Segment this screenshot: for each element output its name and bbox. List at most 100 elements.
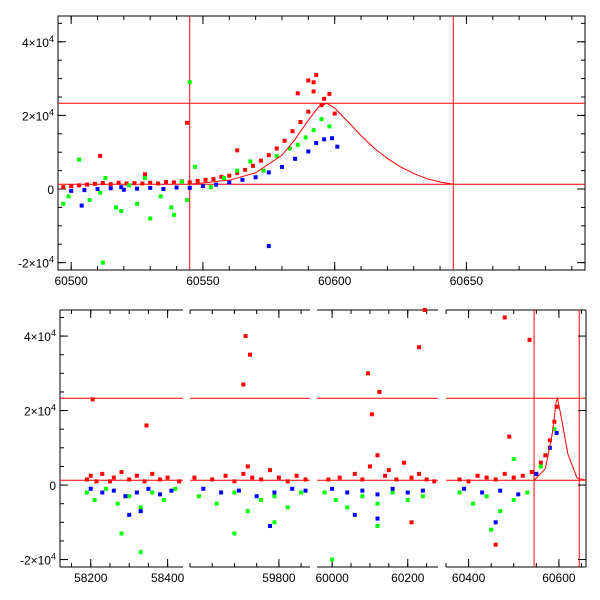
- data-point: [552, 419, 557, 424]
- y-tick-label: -2×104: [18, 255, 54, 271]
- data-point: [214, 182, 219, 187]
- data-point: [326, 477, 331, 482]
- data-point: [142, 479, 147, 484]
- data-point: [274, 153, 279, 158]
- data-point: [525, 490, 530, 495]
- data-point: [127, 512, 132, 517]
- data-point: [200, 184, 205, 189]
- data-point: [119, 531, 124, 536]
- data-point: [113, 205, 118, 210]
- data-point: [174, 185, 179, 190]
- data-point: [520, 473, 525, 478]
- data-point: [157, 492, 162, 497]
- data-point: [276, 475, 281, 480]
- data-point: [90, 397, 95, 402]
- y-tick-exponent: 4: [49, 255, 54, 265]
- model-curve: [533, 396, 587, 481]
- data-point: [208, 185, 213, 190]
- data-point: [375, 524, 380, 529]
- data-point: [148, 216, 153, 221]
- data-point: [169, 205, 174, 210]
- data-point: [484, 475, 489, 480]
- data-point: [266, 170, 271, 175]
- x-tick-label: 58400: [151, 571, 185, 585]
- data-point: [282, 138, 287, 143]
- data-point: [272, 520, 277, 525]
- data-point: [471, 501, 476, 506]
- data-point: [375, 516, 380, 521]
- data-point: [138, 509, 143, 514]
- data-point: [268, 524, 272, 529]
- data-point: [327, 124, 332, 129]
- data-point: [420, 488, 425, 493]
- data-point: [285, 505, 290, 510]
- data-point: [543, 453, 548, 458]
- data-point: [502, 471, 507, 476]
- data-point: [259, 497, 264, 502]
- data-point: [161, 187, 166, 192]
- top-plot-frame: [57, 15, 586, 271]
- data-point: [98, 190, 103, 195]
- data-point: [87, 198, 92, 203]
- x-tick-label: 60400: [452, 571, 486, 585]
- data-point: [116, 180, 121, 185]
- data-point: [417, 345, 422, 350]
- data-point: [119, 209, 124, 214]
- data-point: [185, 120, 190, 125]
- data-point: [222, 175, 227, 180]
- data-point: [390, 486, 395, 491]
- data-point: [245, 509, 250, 514]
- data-point: [248, 159, 253, 164]
- data-point: [266, 244, 271, 249]
- data-point: [66, 194, 71, 199]
- data-point: [290, 129, 295, 134]
- data-point: [484, 494, 489, 499]
- y-tick-mantissa: 2×10: [22, 109, 49, 123]
- data-point: [192, 475, 197, 480]
- data-point: [498, 509, 503, 514]
- data-point: [457, 490, 462, 495]
- data-point: [142, 172, 147, 177]
- data-point: [337, 475, 342, 480]
- data-point: [272, 494, 277, 499]
- data-point: [150, 490, 155, 495]
- data-point: [173, 486, 178, 491]
- data-point: [330, 557, 335, 562]
- data-point: [274, 146, 279, 151]
- y-tick-exponent: 4: [51, 328, 56, 338]
- data-point: [69, 184, 74, 189]
- data-point: [417, 471, 422, 476]
- data-point: [144, 423, 149, 428]
- data-point: [92, 181, 97, 186]
- bottom-panel: 58200 58400 59800 60000 60200 60400 606004×104…: [20, 308, 587, 585]
- data-point: [311, 80, 316, 85]
- data-point: [134, 490, 139, 495]
- data-point: [232, 479, 237, 484]
- data-point: [193, 164, 198, 169]
- data-point: [127, 183, 132, 188]
- data-point: [119, 470, 124, 475]
- data-point: [201, 486, 206, 491]
- data-point: [314, 72, 319, 77]
- data-point: [401, 460, 406, 465]
- data-point: [394, 477, 399, 482]
- model-curve: [189, 102, 454, 185]
- data-point: [84, 490, 89, 495]
- data-point: [330, 136, 335, 141]
- data-point: [360, 488, 365, 493]
- data-point: [138, 505, 143, 510]
- data-point: [235, 168, 240, 173]
- data-point: [88, 473, 93, 478]
- data-point: [185, 198, 190, 203]
- data-point: [245, 464, 250, 469]
- data-point: [100, 490, 105, 495]
- data-point: [547, 438, 552, 443]
- data-point: [432, 479, 437, 484]
- data-point: [119, 185, 124, 190]
- data-point: [108, 182, 113, 187]
- data-point: [123, 494, 128, 499]
- x-tick-label: 60500: [54, 274, 88, 288]
- data-point: [243, 334, 248, 339]
